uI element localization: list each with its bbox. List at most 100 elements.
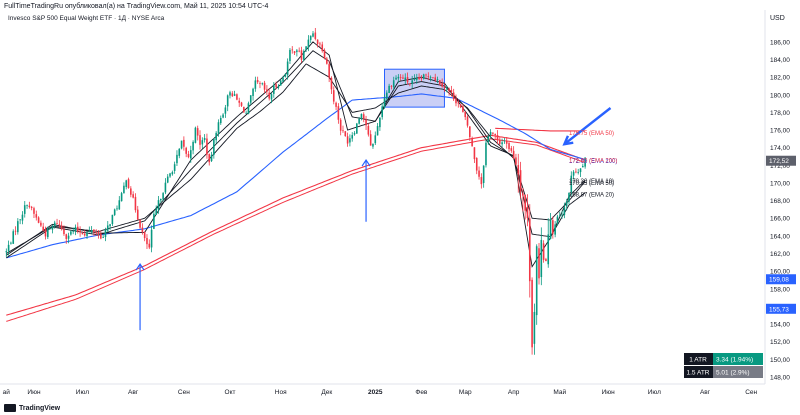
ema-20-line <box>6 50 586 259</box>
candle-body <box>139 220 141 228</box>
candle-body <box>259 83 261 84</box>
candle-body <box>275 84 277 88</box>
candle-body <box>254 80 257 89</box>
candle-body <box>565 201 568 207</box>
candle-body <box>300 50 303 60</box>
ema-50-red-line <box>495 127 586 132</box>
candle-body <box>392 80 395 87</box>
candle-body <box>289 49 291 61</box>
candle-body <box>79 230 81 233</box>
candle-body <box>130 188 132 195</box>
x-tick-label: Авг <box>128 389 139 396</box>
candle-body <box>450 90 453 92</box>
candle-body <box>187 153 190 158</box>
candle-body <box>166 176 169 183</box>
candle-body <box>282 77 284 82</box>
x-tick-label: Июн <box>27 389 41 396</box>
candle-body <box>279 80 282 86</box>
candle-body <box>176 154 178 164</box>
x-tick-label: Фев <box>415 389 428 396</box>
candle-body <box>277 86 280 88</box>
ema-value-label: 170.15 (EMA 50) <box>569 181 614 187</box>
candle-body <box>67 235 70 239</box>
candle-body <box>402 77 404 79</box>
candle-body <box>14 230 17 232</box>
candle-body <box>47 228 49 238</box>
candle-body <box>127 179 130 189</box>
candle-body <box>439 80 441 85</box>
y-tick-label: 186,00 <box>770 39 790 46</box>
candle-body <box>572 171 575 176</box>
candle-body <box>420 78 423 80</box>
ema-value-label: 172.66 (EMA 100) <box>569 159 617 165</box>
candle-body <box>185 147 187 154</box>
ema-200-band-line <box>6 138 586 322</box>
atr-value-cell <box>713 353 763 365</box>
tradingview-brand[interactable]: TradingView <box>4 404 60 412</box>
candle-body <box>517 165 520 175</box>
candle-body <box>196 128 199 136</box>
price-tag <box>766 274 796 285</box>
candle-body <box>383 98 386 108</box>
candle-body <box>141 227 144 232</box>
candle-body <box>575 171 577 173</box>
candle-body <box>508 143 510 150</box>
atr-label: 1.5 ATR <box>686 370 709 377</box>
candle-body <box>97 232 100 234</box>
candle-body <box>397 76 400 79</box>
ema-10-line <box>6 41 586 268</box>
candle-body <box>549 219 552 239</box>
candle-body <box>570 175 573 193</box>
candle-body <box>157 200 160 210</box>
candle-body <box>86 232 88 236</box>
x-tick-label: Авг <box>700 389 711 396</box>
x-tick-label: Июл <box>648 389 661 396</box>
candle-body <box>238 100 241 103</box>
price-tag <box>766 155 796 166</box>
candle-body <box>545 259 547 262</box>
candle-body <box>268 92 271 99</box>
candle-body <box>515 157 517 165</box>
y-tick-label: 166,00 <box>770 216 790 223</box>
candle-body <box>116 208 118 210</box>
candle-body <box>547 234 550 265</box>
atr-label: 1 ATR <box>689 357 707 364</box>
candle-body <box>441 82 443 87</box>
candle-body <box>208 154 211 163</box>
candle-body <box>247 103 250 114</box>
candle-body <box>432 77 434 79</box>
candle-body <box>422 74 425 79</box>
candle-body <box>219 117 222 124</box>
currency-label: USD <box>770 15 785 22</box>
candle-body <box>162 193 164 200</box>
candle-body <box>464 111 467 118</box>
candle-body <box>471 138 473 147</box>
candle-body <box>266 89 268 92</box>
candle-body <box>492 132 494 134</box>
atr-value: 3.34 (1.94%) <box>716 357 753 364</box>
candle-body <box>273 85 275 94</box>
candle-body <box>148 243 151 248</box>
candle-body <box>365 119 367 126</box>
candle-body <box>249 95 252 103</box>
candle-body <box>109 224 111 227</box>
candle-body <box>134 196 137 211</box>
candle-body <box>63 229 65 235</box>
x-tick-label: Июл <box>76 389 89 396</box>
candle-body <box>478 170 480 177</box>
candle-body <box>381 106 384 118</box>
x-tick-label: ай <box>3 388 11 396</box>
candle-body <box>90 230 93 232</box>
candle-body <box>385 92 388 99</box>
candle-body <box>531 279 533 348</box>
candle-body <box>542 243 545 260</box>
candle-body <box>415 77 418 80</box>
candle-body <box>376 126 379 136</box>
candle-body <box>236 94 238 100</box>
candle-body <box>136 209 139 220</box>
candle-body <box>298 50 300 52</box>
candle-body <box>28 205 31 208</box>
candle-body <box>379 117 381 128</box>
x-tick-label: Дек <box>321 389 332 396</box>
